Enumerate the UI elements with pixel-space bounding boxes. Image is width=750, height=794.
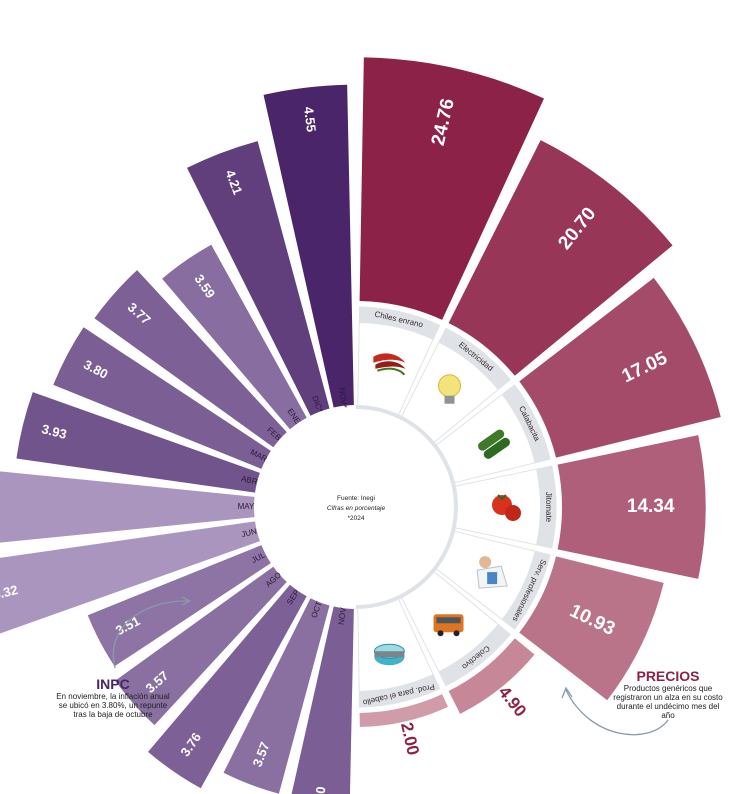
inpc-annotation: INPC En noviembre, la inflación anual se… bbox=[54, 676, 172, 719]
inpc-title: INPC bbox=[96, 676, 130, 692]
inflation-bar-abr bbox=[16, 392, 260, 493]
inflation-bar-sep bbox=[148, 584, 307, 789]
price-bar-jitomate bbox=[557, 435, 706, 579]
inflation-bar-dic bbox=[186, 141, 330, 416]
ring-label-band bbox=[501, 551, 551, 629]
price-wedges bbox=[359, 57, 721, 727]
inflation-bar-may bbox=[0, 471, 255, 543]
ring-label-band bbox=[359, 674, 440, 707]
hair-product-icon bbox=[373, 643, 405, 666]
source-label: Fuente: Inegi bbox=[337, 495, 375, 502]
ring-label-band bbox=[536, 465, 556, 549]
inflation-bar-feb bbox=[94, 270, 287, 448]
price-bar-electricidad bbox=[448, 140, 673, 376]
price-bar-chiles-enrano bbox=[359, 57, 545, 320]
ring-label-band bbox=[438, 328, 511, 390]
price-bar-calabacita bbox=[519, 277, 721, 458]
inflation-value-nov: 4.55 bbox=[301, 106, 319, 133]
inflation-bar-jul bbox=[87, 545, 271, 667]
inflation-value-abr: 3.93 bbox=[40, 421, 68, 442]
inflation-bar-nov bbox=[263, 84, 354, 408]
price-bar-colectivo bbox=[448, 638, 535, 714]
precios-title: PRECIOS bbox=[636, 668, 700, 684]
inflation-bar-jun bbox=[0, 521, 260, 634]
chili-icon bbox=[373, 353, 406, 376]
zucchini-icon bbox=[478, 429, 510, 459]
inflation-bar-oct bbox=[223, 598, 330, 794]
lightbulb-icon bbox=[438, 374, 462, 404]
inflation-wedges bbox=[0, 84, 354, 794]
precios-annotation: PRECIOS Productos genéricos que registra… bbox=[612, 668, 724, 720]
inpc-arrow bbox=[112, 600, 189, 669]
center-circle bbox=[260, 411, 452, 603]
price-value-prod-para-el-cabello: 2.00 bbox=[397, 721, 423, 757]
precios-arrowhead bbox=[561, 686, 573, 699]
product-icons bbox=[373, 353, 521, 666]
price-bar-serv-profesionales bbox=[519, 556, 664, 701]
month-label-jun: JUN bbox=[240, 527, 257, 540]
doctor-icon bbox=[476, 556, 508, 589]
price-value-jitomate: 14.34 bbox=[627, 496, 675, 517]
month-label-abr: ABR bbox=[240, 474, 258, 487]
inpc-text: En noviembre, la inflación anual se ubic… bbox=[56, 692, 170, 719]
inflation-value-nov: 3.80 bbox=[310, 786, 328, 794]
product-label-jitomate: Jitomate bbox=[544, 492, 553, 523]
ring-label-band bbox=[359, 307, 440, 340]
inflation-bar-mar bbox=[53, 327, 271, 469]
footnote: *2024 bbox=[348, 515, 365, 522]
ring-label-band bbox=[438, 624, 511, 686]
inflation-bar-nov bbox=[291, 606, 354, 794]
precios-text: Productos genéricos que registraron un a… bbox=[613, 684, 723, 720]
bus-icon bbox=[433, 614, 464, 637]
price-bar-prod-para-el-cabello bbox=[359, 694, 448, 727]
inflation-bar-ago bbox=[115, 566, 287, 726]
month-label-nov: NOV bbox=[337, 606, 348, 625]
inflation-value-jun: 4.32 bbox=[0, 582, 19, 603]
month-label-may: MAY bbox=[238, 502, 255, 511]
ring-label-band bbox=[501, 385, 551, 463]
inpc-arrowhead bbox=[181, 596, 192, 606]
month-label-nov: NOV* bbox=[337, 387, 348, 408]
tomato-icon bbox=[492, 494, 521, 521]
precios-arrow bbox=[565, 689, 669, 736]
units-note: Cifras en porcentaje bbox=[327, 505, 386, 512]
inflation-bar-ene bbox=[162, 244, 307, 430]
